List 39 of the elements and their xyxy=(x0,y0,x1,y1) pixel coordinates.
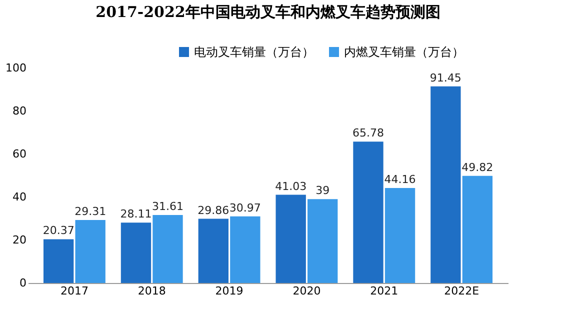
bar xyxy=(276,194,306,283)
data-label: 41.03 xyxy=(275,180,307,193)
y-tick-label: 100 xyxy=(6,62,26,74)
x-tick-label: 2019 xyxy=(215,284,244,298)
data-label: 30.97 xyxy=(229,201,261,214)
bar xyxy=(120,222,152,283)
y-tick-label: 60 xyxy=(12,148,26,160)
data-label: 29.31 xyxy=(74,204,106,218)
bar xyxy=(230,216,260,283)
y-tick-label: 20 xyxy=(12,234,26,246)
legend-label: 电动叉车销量（万台） xyxy=(194,45,314,59)
bar xyxy=(43,239,74,283)
data-label: 65.78 xyxy=(352,126,384,140)
bar xyxy=(198,218,228,283)
data-label: 28.11 xyxy=(120,208,152,221)
data-label: 39 xyxy=(316,184,330,198)
y-tick-label: 0 xyxy=(20,276,26,290)
y-tick-label: 80 xyxy=(12,104,26,118)
x-tick-label: 2022E xyxy=(444,284,480,298)
legend-label: 内燃叉车销量（万台） xyxy=(344,45,464,59)
bar xyxy=(308,199,338,283)
bar xyxy=(152,215,183,283)
data-label: 49.82 xyxy=(462,160,494,174)
data-label: 31.61 xyxy=(152,200,184,214)
bar xyxy=(430,86,461,283)
x-tick-label: 2020 xyxy=(292,284,321,298)
bar xyxy=(353,142,384,283)
data-label: 44.16 xyxy=(384,173,416,186)
x-tick-label: 2017 xyxy=(60,284,88,298)
x-tick-label: 2018 xyxy=(138,284,166,298)
y-tick-label: 40 xyxy=(12,190,26,204)
bar xyxy=(384,188,416,283)
bar xyxy=(462,176,493,283)
data-label: 20.37 xyxy=(42,224,74,238)
data-label: 29.86 xyxy=(198,204,230,217)
bar xyxy=(75,220,106,283)
data-label: 91.45 xyxy=(430,71,462,84)
x-tick-label: 2021 xyxy=(370,284,398,298)
chart-title: 2017-2022年中国电动叉车和内燃叉车趋势预测图 xyxy=(96,3,440,21)
